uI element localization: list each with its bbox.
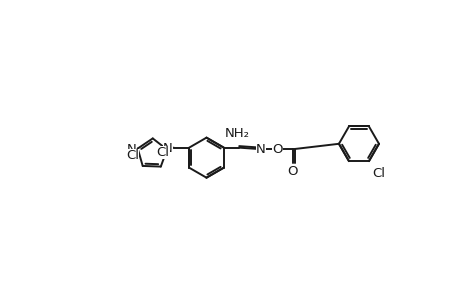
Text: N: N [255, 143, 265, 157]
Text: N: N [126, 143, 136, 156]
Text: Cl: Cl [126, 149, 139, 162]
Text: O: O [286, 165, 297, 178]
Text: N: N [162, 142, 172, 155]
Text: NH₂: NH₂ [224, 127, 249, 140]
Text: O: O [272, 143, 282, 157]
Text: Cl: Cl [156, 146, 169, 159]
Text: Cl: Cl [371, 167, 384, 180]
